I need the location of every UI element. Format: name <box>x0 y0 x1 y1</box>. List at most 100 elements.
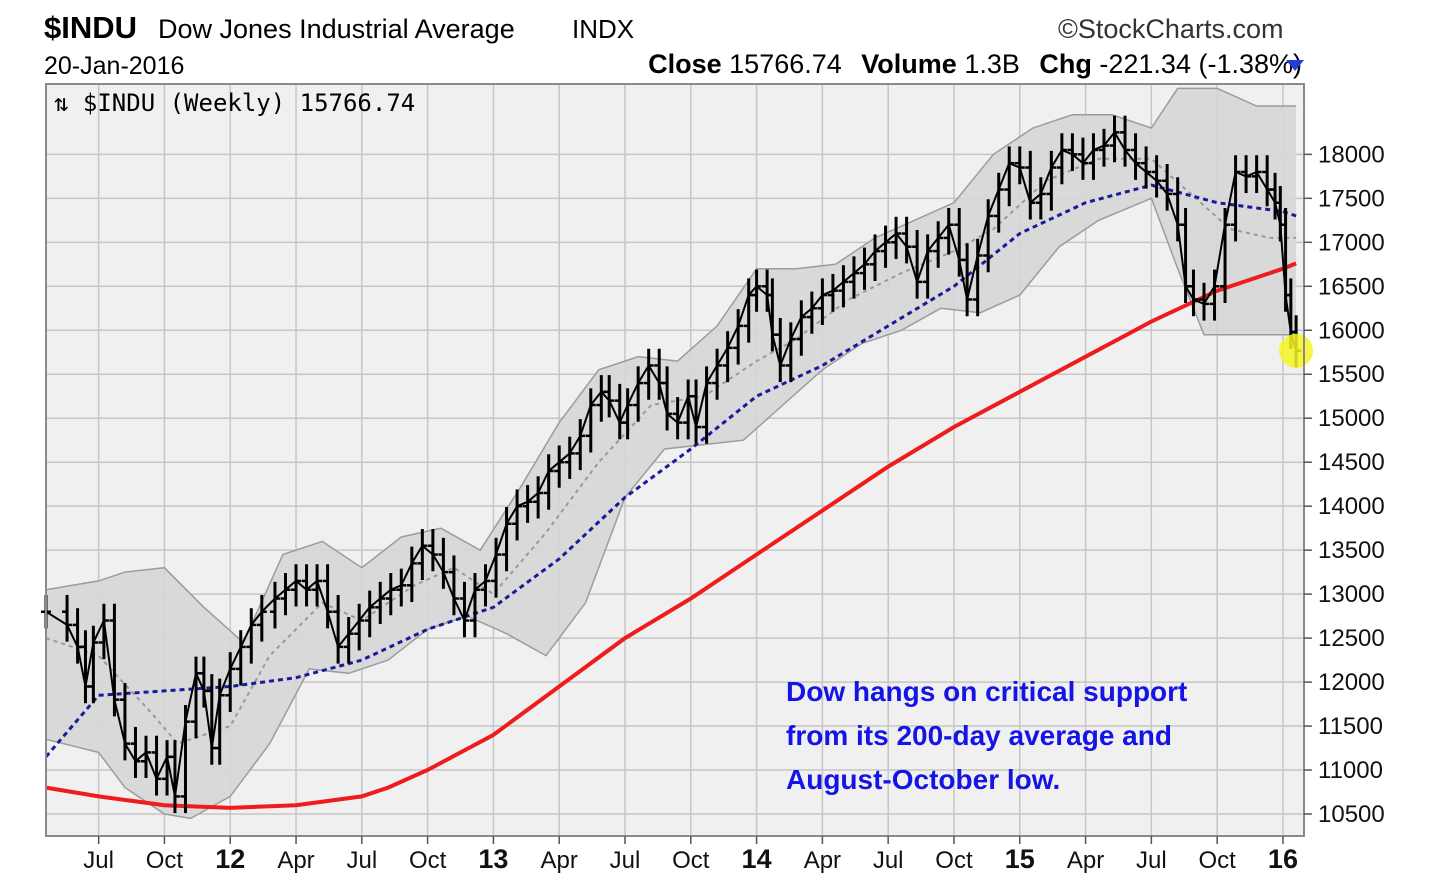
close-value: 15766.74 <box>729 49 842 79</box>
price-link <box>184 673 197 722</box>
price-link <box>1008 162 1021 169</box>
price-link <box>1184 285 1195 301</box>
price-link <box>1061 149 1073 156</box>
price-link <box>958 259 969 300</box>
price-link <box>695 382 708 428</box>
price-link <box>1266 188 1276 204</box>
x-tick-label: 13 <box>478 844 508 874</box>
price-link <box>1018 167 1032 203</box>
price-link <box>1235 171 1247 178</box>
x-tick-label: Oct <box>1198 847 1236 874</box>
price-link <box>134 751 147 762</box>
x-tick-label: 15 <box>1005 844 1035 874</box>
price-link <box>358 606 371 622</box>
price-link <box>1039 167 1053 195</box>
x-tick-label: Oct <box>146 847 184 874</box>
price-link <box>1274 202 1282 225</box>
plot-border <box>45 83 1305 837</box>
price-link <box>410 545 424 564</box>
price-link <box>92 620 105 643</box>
price-link <box>997 162 1011 190</box>
volume-value: 1.3B <box>964 49 1020 79</box>
price-link <box>558 452 571 463</box>
price-link <box>76 646 87 687</box>
x-tick-label: Oct <box>672 847 710 874</box>
support-highlight-circle <box>1279 333 1314 368</box>
price-link <box>905 246 919 283</box>
price-link <box>737 294 750 327</box>
price-link <box>926 237 939 252</box>
price-link <box>766 294 774 335</box>
price-link <box>229 646 242 670</box>
price-link <box>590 391 603 406</box>
y-tick-label: 15500 <box>1318 361 1385 388</box>
price-link <box>305 580 318 591</box>
price-link <box>789 316 803 340</box>
brand-logo[interactable]: ©StockCharts.com <box>1058 14 1284 44</box>
price-link <box>705 364 718 384</box>
price-link <box>1103 131 1116 147</box>
price-link <box>316 580 329 613</box>
chart-legend: ⇅ $INDU (Weekly) 15766.74 <box>54 89 416 117</box>
price-link <box>484 554 497 582</box>
x-tick-label: Jul <box>610 847 641 874</box>
chg-down-arrow-icon[interactable] <box>1286 60 1304 71</box>
price-link <box>647 364 661 384</box>
price-link <box>369 597 381 609</box>
y-tick-label: 16500 <box>1318 273 1385 300</box>
price-link <box>452 598 466 621</box>
chart-date: 20-Jan-2016 <box>44 52 185 80</box>
price-link <box>1279 224 1287 296</box>
price-link <box>1155 180 1168 195</box>
price-link <box>400 562 413 586</box>
price-link <box>174 721 187 797</box>
y-tick-label: 12500 <box>1318 625 1385 652</box>
price-link <box>337 633 350 648</box>
x-axis: Jul Oct 12 Apr Jul Oct 13 Apr Jul Oct 14 Apr Jul Oct 1… <box>83 836 1298 874</box>
security-name: Dow Jones Industrial Average <box>158 14 515 44</box>
y-tick-label: 15000 <box>1318 405 1385 432</box>
price-link <box>1029 193 1042 204</box>
exchange: INDX <box>572 14 635 44</box>
price-link <box>747 285 758 296</box>
price-link <box>579 404 592 437</box>
x-tick-label: Jul <box>346 847 377 874</box>
y-tick-label: 13000 <box>1318 581 1385 608</box>
price-link <box>516 500 528 508</box>
price-link <box>155 756 169 780</box>
chg-label: Chg <box>1039 49 1092 79</box>
price-link <box>347 619 360 635</box>
price-link <box>658 382 669 415</box>
price-link <box>474 580 487 591</box>
y-tick-label: 16000 <box>1318 317 1385 344</box>
price-link <box>505 505 518 525</box>
price-link <box>1082 149 1095 164</box>
annotation-line-1: Dow hangs on critical support <box>786 676 1188 707</box>
price-link <box>916 250 929 283</box>
price-link <box>618 404 629 424</box>
quote-stats: Close 15766.74 Volume 1.3B Chg -221.34 (… <box>648 49 1302 80</box>
price-link <box>600 391 610 402</box>
price-link <box>1093 144 1105 151</box>
price-link <box>210 695 221 749</box>
annotation-line-2: from its 200-day average and <box>786 720 1172 751</box>
price-link <box>966 255 979 300</box>
price-link <box>218 668 232 696</box>
band-upper-line <box>45 87 1297 644</box>
price-link <box>637 364 650 384</box>
price-link <box>295 580 308 591</box>
price-link <box>853 263 866 274</box>
price-link <box>771 334 782 366</box>
price-link <box>421 545 434 556</box>
x-tick-label: Apr <box>804 847 841 874</box>
price-link <box>113 699 126 744</box>
price-link <box>379 588 392 600</box>
price-link <box>976 215 990 256</box>
price-link <box>884 232 897 244</box>
price-link <box>1193 298 1205 305</box>
x-tick-label: 14 <box>742 844 772 874</box>
price-link <box>800 307 813 318</box>
x-tick-label: Jul <box>873 847 904 874</box>
support-highlight <box>1279 333 1314 368</box>
